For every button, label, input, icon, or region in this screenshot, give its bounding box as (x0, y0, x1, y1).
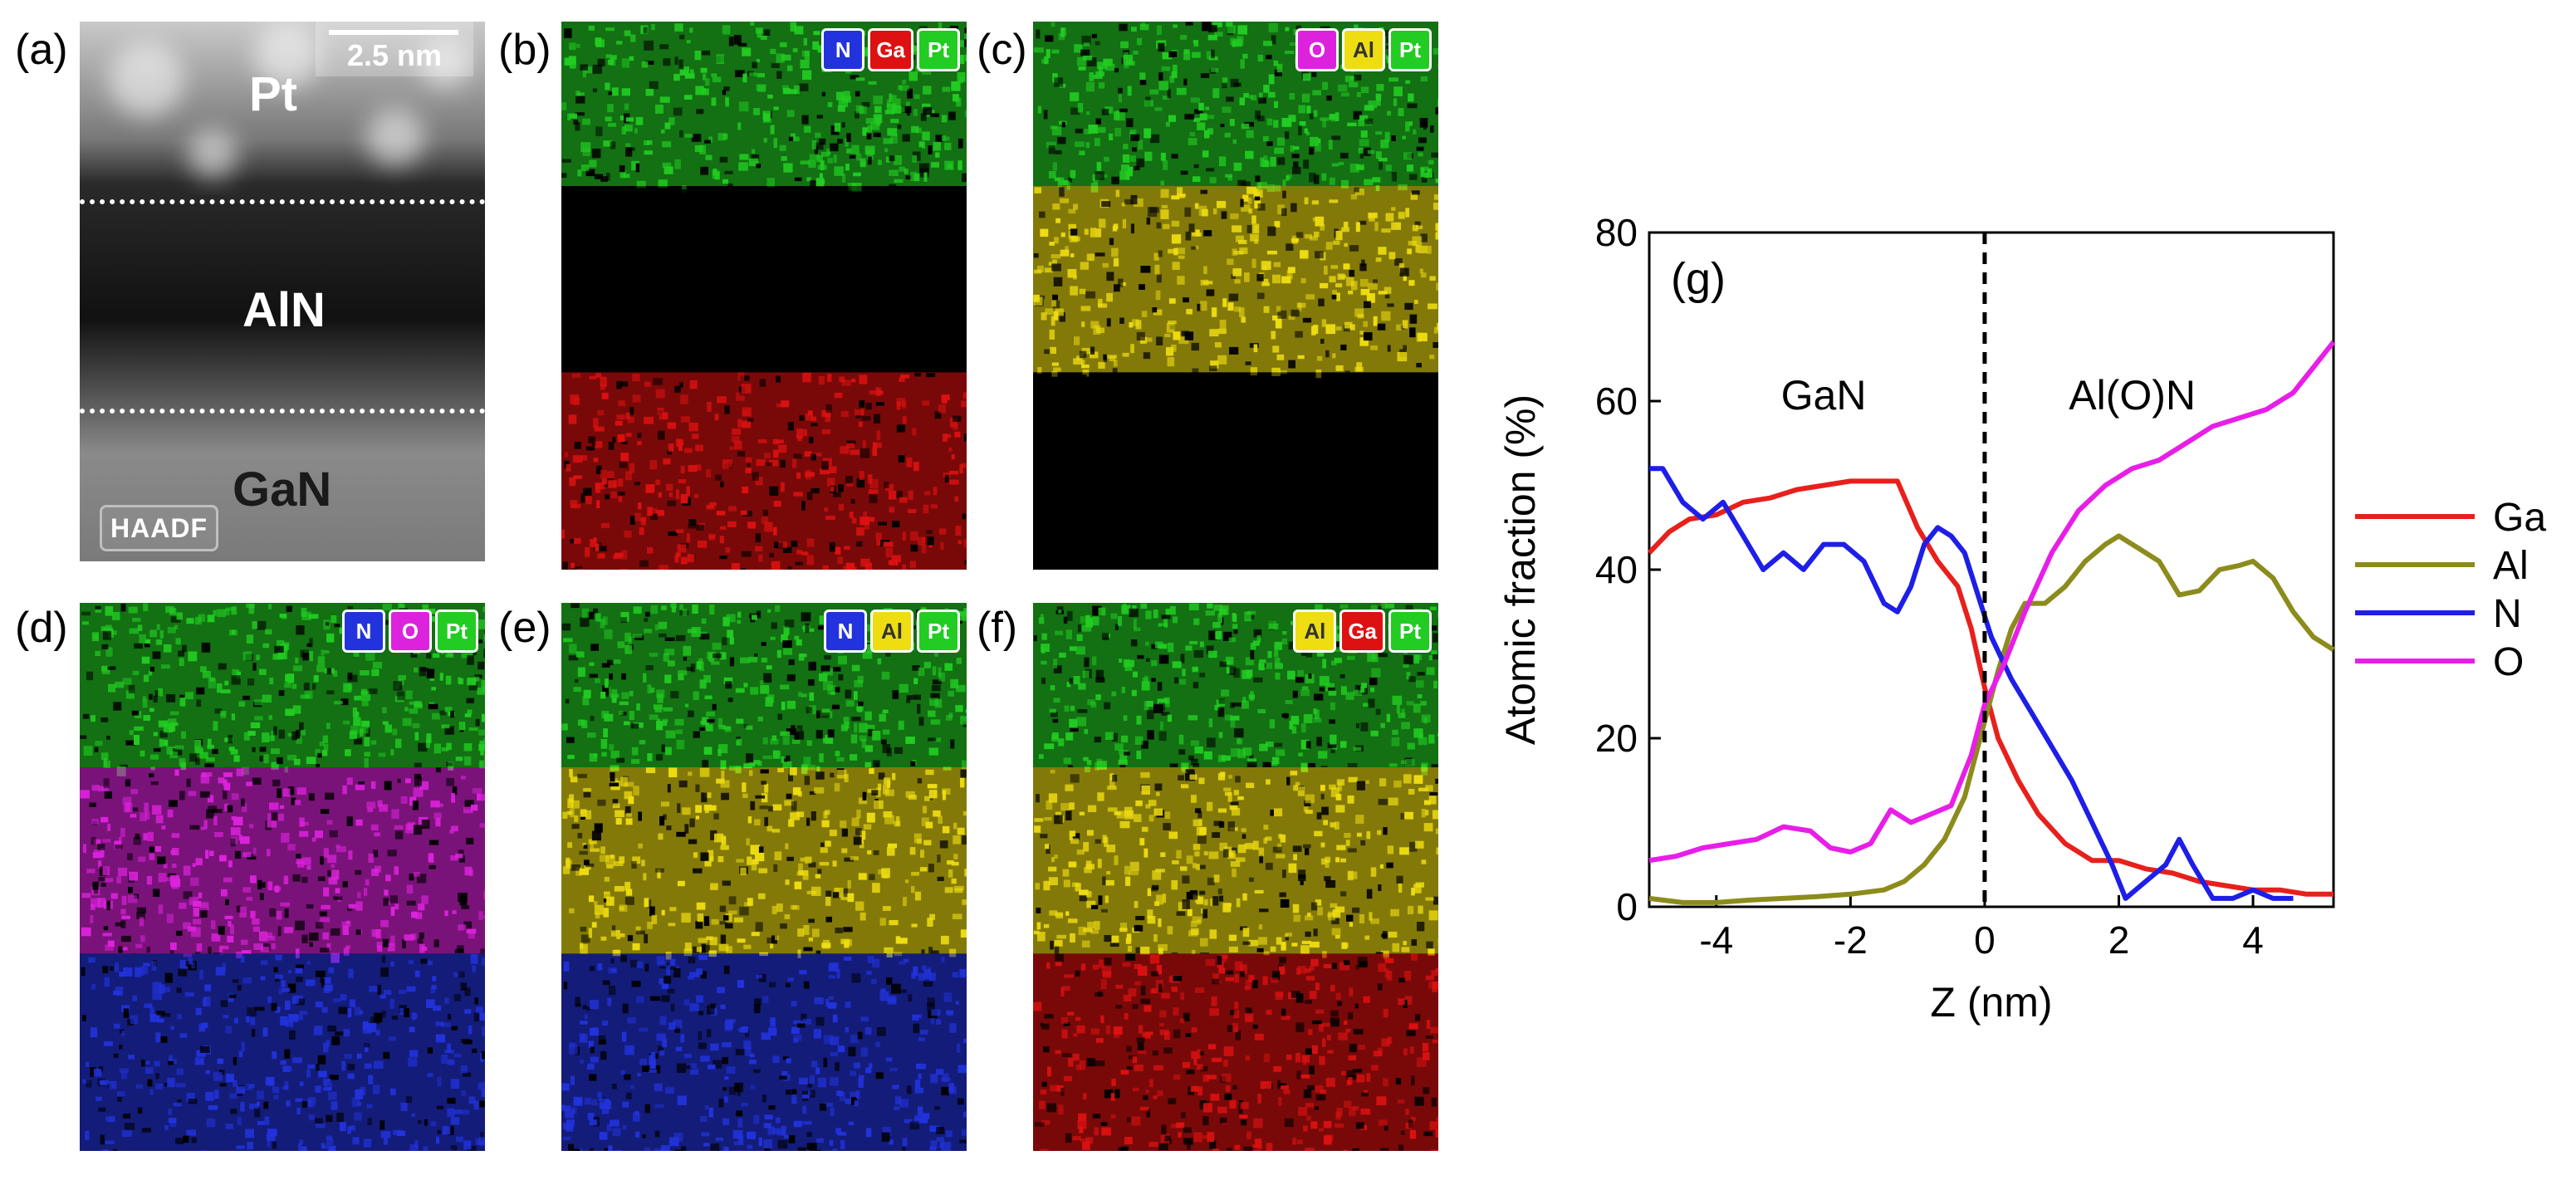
y-tick-label: 60 (1595, 379, 1638, 423)
layer-label-pt: Pt (249, 67, 297, 121)
haadf-tag: HAADF (100, 505, 218, 551)
eds-map-texture-e (561, 603, 967, 1151)
panel-label-e: (e) (498, 604, 551, 652)
panel-label-b: (b) (498, 26, 551, 74)
region-label-gan: GaN (1781, 372, 1867, 419)
eds-map-texture-b (561, 22, 967, 570)
panel-label-f: (f) (977, 604, 1018, 652)
x-tick-label: -2 (1834, 918, 1868, 962)
element-badge-pt: Pt (1388, 610, 1432, 653)
element-badge-n: N (821, 28, 865, 71)
eds-map-f: Al Ga Pt (1033, 603, 1438, 1151)
region-label-alon: Al(O)N (2069, 372, 2196, 419)
element-badge-o: O (389, 610, 432, 653)
element-badge-n: N (824, 610, 867, 653)
atomic-fraction-chart: 0 20 40 60 80 -4 -2 0 2 4 Z (nm) Atomic fraction (%… (1497, 211, 2546, 1026)
element-badge-ga: Ga (1339, 610, 1385, 653)
element-badge-pt: Pt (917, 610, 960, 653)
eds-map-texture-f (1033, 603, 1438, 1151)
y-tick-label: 80 (1595, 211, 1638, 254)
scale-bar: 2.5 nm (316, 22, 473, 76)
element-legend-d: N O Pt (342, 610, 478, 653)
series-line-al (1648, 533, 2335, 905)
panel-label-d: (d) (15, 604, 68, 652)
element-legend-b: N Ga Pt (821, 28, 960, 71)
layer-label-gan: GaN (233, 463, 332, 517)
eds-map-d: N O Pt (80, 603, 485, 1151)
scale-bar-label: 2.5 nm (346, 38, 443, 72)
eds-map-c: O Al Pt (1033, 22, 1438, 570)
x-axis-label: Z (nm) (1930, 979, 2052, 1026)
element-badge-pt: Pt (1388, 28, 1432, 71)
interface-dotted-line-top (80, 199, 485, 204)
panel-label-g: (g) (1671, 254, 1726, 304)
panel-label-c: (c) (977, 26, 1027, 74)
legend-label-o: O (2493, 640, 2524, 684)
element-legend-c: O Al Pt (1295, 28, 1432, 71)
y-tick-label: 0 (1616, 885, 1638, 928)
x-tick-label: 2 (2108, 918, 2130, 962)
element-badge-pt: Pt (917, 28, 960, 71)
legend-label-al: Al (2493, 544, 2529, 588)
haadf-image-texture (80, 22, 485, 561)
element-legend-f: Al Ga Pt (1293, 610, 1432, 653)
scale-bar-line (329, 30, 458, 35)
y-tick-label: 20 (1595, 717, 1638, 760)
element-legend-e: N Al Pt (824, 610, 960, 653)
x-tick-label: 0 (1974, 918, 1996, 962)
element-badge-al: Al (1342, 28, 1385, 71)
panel-label-a: (a) (15, 26, 68, 74)
element-badge-pt: Pt (435, 610, 478, 653)
element-badge-al: Al (1293, 610, 1337, 653)
layer-label-aln: AlN (242, 283, 326, 337)
element-badge-n: N (342, 610, 385, 653)
legend-label-ga: Ga (2493, 496, 2546, 540)
y-axis-label: Atomic fraction (%) (1497, 394, 1544, 745)
element-badge-ga: Ga (868, 28, 913, 71)
element-badge-o: O (1295, 28, 1339, 71)
interface-dotted-line-bottom (80, 409, 485, 414)
legend-label-n: N (2493, 592, 2522, 636)
series-line-o (1648, 340, 2336, 864)
eds-map-texture-d (80, 603, 485, 1151)
haadf-image: 2.5 nm Pt AlN GaN HAADF (80, 22, 485, 561)
eds-map-e: N Al Pt (561, 603, 967, 1151)
element-badge-al: Al (870, 610, 913, 653)
eds-map-texture-c (1033, 22, 1438, 570)
x-tick-label: 4 (2242, 918, 2264, 962)
eds-map-b: N Ga Pt (561, 22, 967, 570)
y-tick-label: 40 (1595, 548, 1638, 591)
x-tick-label: -4 (1699, 918, 1733, 962)
series-line-n (1649, 466, 2294, 901)
